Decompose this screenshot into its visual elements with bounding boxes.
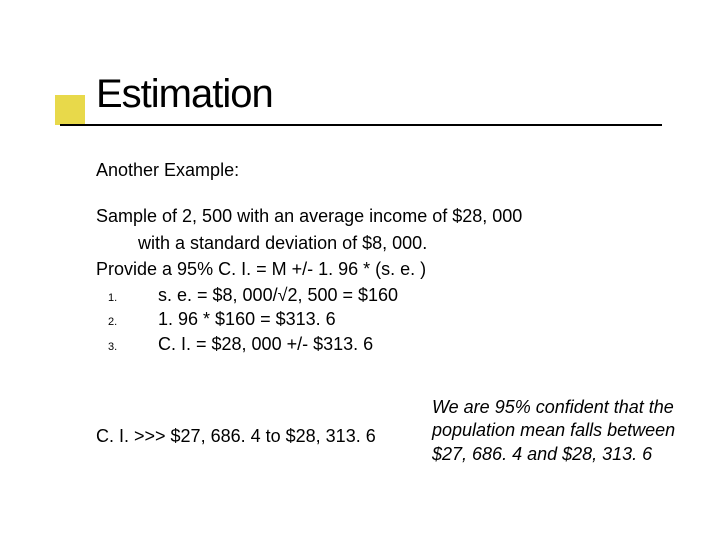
ci-result: C. I. >>> $27, 686. 4 to $28, 313. 6 (96, 426, 376, 447)
step-number: 3. (96, 340, 158, 355)
subtitle: Another Example: (96, 158, 676, 182)
body-line-1: Sample of 2, 500 with an average income … (96, 204, 676, 228)
step-row: 3. C. I. = $28, 000 +/- $313. 6 (96, 332, 676, 356)
title-underline (60, 124, 662, 126)
confidence-note: We are 95% confident that the population… (432, 396, 682, 466)
body-line-3: Provide a 95% C. I. = M +/- 1. 96 * (s. … (96, 257, 676, 281)
step-number: 2. (96, 315, 158, 330)
step-text: 1. 96 * $160 = $313. 6 (158, 307, 676, 331)
step-text: C. I. = $28, 000 +/- $313. 6 (158, 332, 676, 356)
slide-body: Another Example: Sample of 2, 500 with a… (96, 158, 676, 356)
step-text: s. e. = $8, 000/√2, 500 = $160 (158, 283, 676, 307)
title-accent-box (55, 95, 85, 125)
step-row: 1. s. e. = $8, 000/√2, 500 = $160 (96, 283, 676, 307)
step-row: 2. 1. 96 * $160 = $313. 6 (96, 307, 676, 331)
body-line-2: with a standard deviation of $8, 000. (96, 231, 676, 255)
step-number: 1. (96, 291, 158, 306)
slide-title: Estimation (96, 72, 273, 117)
